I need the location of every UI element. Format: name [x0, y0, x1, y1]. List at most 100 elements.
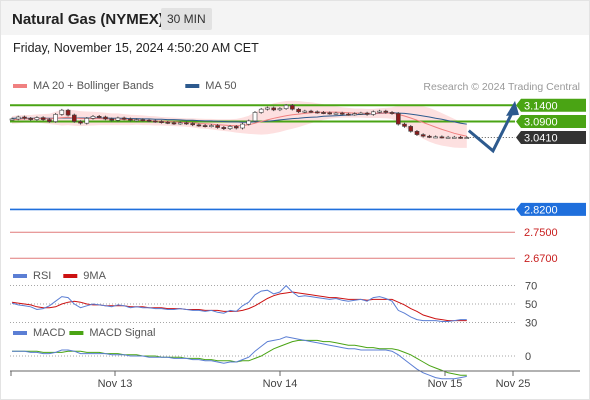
candle-body [40, 117, 46, 120]
rsi-legend-swatch-1 [63, 274, 78, 278]
macd-legend-label-1: MACD Signal [89, 327, 155, 339]
candle-body [258, 108, 264, 113]
rsi-tick-label: 70 [525, 281, 537, 293]
candle-body [103, 116, 108, 120]
candle-body [171, 122, 177, 125]
candle-body [352, 113, 358, 116]
level-tag-last [516, 130, 586, 144]
rsi-legend-swatch-0 [13, 274, 27, 278]
candle-body [96, 116, 102, 118]
candle-body [153, 120, 158, 123]
candle-body [389, 112, 395, 114]
candle-body [134, 119, 139, 122]
macd-legend-label-0: MACD [33, 327, 65, 339]
candle-body [408, 126, 414, 132]
instrument-title: Natural Gas (NYMEX) [12, 11, 164, 28]
macd-legend-swatch-1 [69, 331, 84, 335]
candle-body [28, 118, 34, 120]
candle-body [47, 119, 52, 122]
price-legend-label-1: MA 50 [205, 80, 236, 92]
candle-body [22, 116, 27, 119]
candle-body [240, 123, 245, 129]
macd-legend-swatch-0 [13, 331, 27, 335]
candle-body [221, 127, 227, 130]
level-tag-pivot [516, 202, 586, 216]
candle-body [190, 123, 195, 126]
price-legend-swatch-1 [185, 84, 200, 88]
candle-body [121, 117, 127, 120]
candle-body [333, 112, 339, 115]
candle-body [420, 134, 426, 137]
rsi-line [11, 284, 467, 322]
rsi-legend-label-0: RSI [33, 270, 51, 282]
interval-selector[interactable]: 30 MIN [161, 8, 212, 30]
candle-body [9, 118, 15, 121]
research-credit: Research © 2024 Trading Central [423, 81, 580, 93]
candle-body [140, 119, 146, 122]
candle-body [72, 114, 77, 122]
level-tag-label: 3.0900 [524, 117, 558, 129]
candle-body [427, 135, 432, 138]
macd-line [12, 336, 467, 380]
rsi-ma-line [11, 291, 467, 322]
candle-body [327, 112, 333, 115]
x-tick-label: Nov 25 [496, 378, 531, 390]
candle-body [283, 105, 289, 109]
forecast-arrow [467, 106, 517, 154]
candle-body [65, 109, 71, 116]
candle-body [271, 107, 277, 111]
candle-body [377, 110, 382, 113]
chart-header: Natural Gas (NYMEX) 30 MIN [1, 1, 589, 35]
level-tag-resistance [516, 98, 586, 112]
candle-body [458, 136, 463, 139]
x-tick-label: Nov 13 [98, 378, 133, 390]
x-tick-label: Nov 15 [428, 378, 463, 390]
candle-body [109, 118, 114, 121]
candle-body [364, 112, 370, 115]
candle-body [383, 110, 389, 113]
candle-body [302, 110, 308, 113]
candle-body [252, 112, 258, 122]
rsi-tick-label: 30 [525, 317, 537, 329]
candle-body [277, 108, 283, 111]
chart-datetime: Friday, November 15, 2024 4:50:20 AM CET [13, 41, 259, 55]
candle-body [290, 105, 295, 110]
candle-body [59, 109, 65, 115]
bollinger-band [12, 100, 467, 148]
candle-body [414, 131, 420, 135]
candle-body [165, 121, 171, 124]
candle-body [115, 117, 121, 121]
macd-tick-label: 0 [525, 351, 531, 363]
candle-body [78, 121, 83, 124]
candle-body [308, 110, 314, 113]
candle-body [227, 126, 233, 130]
candle-body [34, 117, 40, 120]
candle-body [184, 122, 189, 125]
price-legend-swatch-0 [13, 84, 27, 88]
candle-body [395, 113, 401, 125]
candle-body [358, 112, 364, 115]
level-tag-label: 2.8200 [524, 204, 558, 216]
candle-body [321, 112, 326, 114]
rsi-tick-label: 50 [525, 299, 537, 311]
level-tag-label: 3.0410 [524, 132, 558, 144]
candle-body [296, 108, 301, 113]
candle-body [314, 111, 320, 114]
level-tag-label: 2.6700 [524, 253, 558, 265]
candle-body [246, 120, 251, 125]
candle-body [202, 125, 208, 128]
level-tag-label: 3.1400 [524, 100, 558, 112]
rsi-legend-label-1: 9MA [83, 270, 106, 282]
candle-body [433, 136, 438, 139]
level-tag-label: 2.7500 [524, 227, 558, 239]
candle-body [209, 125, 214, 128]
candle-body [445, 136, 451, 139]
candle-body [128, 118, 133, 121]
candle-body [234, 126, 239, 129]
candle-body [84, 118, 90, 124]
candle-body [53, 114, 58, 122]
forecast-arrowhead [506, 100, 519, 116]
price-legend-label-0: MA 20 + Bollinger Bands [33, 80, 154, 92]
candle-body [346, 113, 351, 116]
candle-body [439, 136, 445, 139]
